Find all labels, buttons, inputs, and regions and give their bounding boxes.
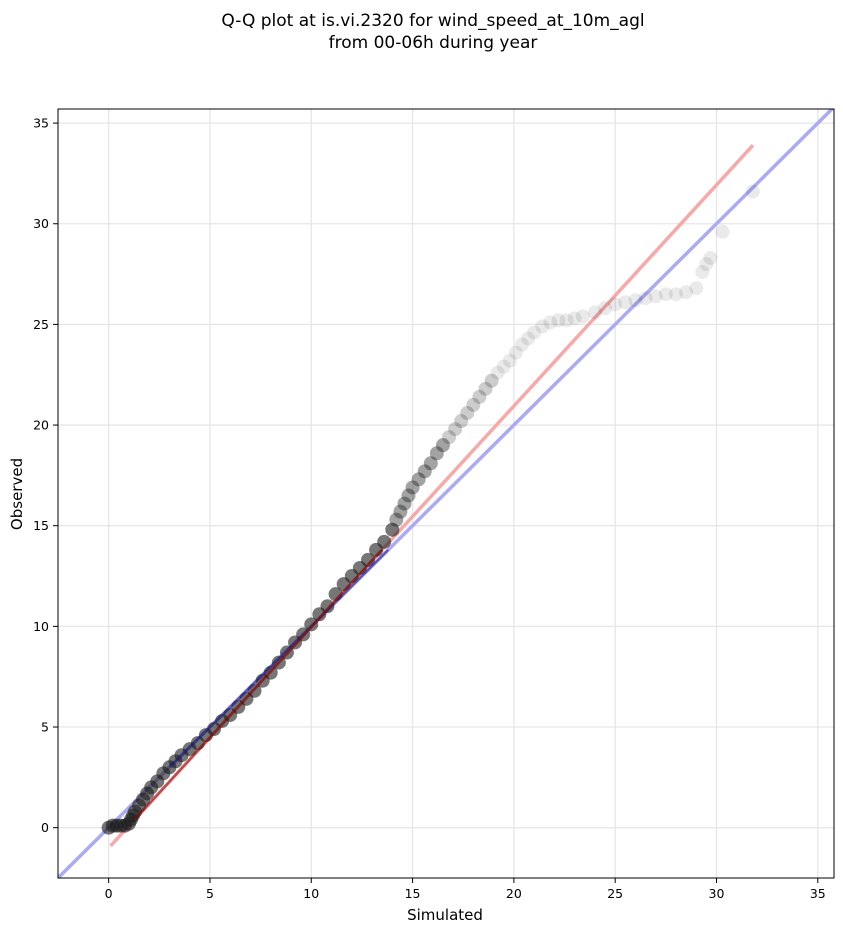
data-point bbox=[496, 359, 511, 374]
x-tick-label: 25 bbox=[607, 886, 623, 901]
data-point bbox=[401, 488, 416, 503]
data-point bbox=[514, 337, 529, 352]
x-tick-label: 35 bbox=[810, 886, 826, 901]
x-tick-label: 5 bbox=[206, 886, 214, 901]
data-point bbox=[397, 496, 412, 511]
data-point bbox=[598, 301, 613, 316]
data-point bbox=[393, 504, 408, 519]
data-point bbox=[478, 381, 493, 396]
data-point bbox=[535, 319, 550, 334]
data-point bbox=[745, 184, 760, 199]
data-point bbox=[543, 315, 558, 330]
data-point bbox=[699, 257, 714, 272]
data-point bbox=[429, 446, 444, 461]
chart-title-line-1: Q-Q plot at is.vi.2320 for wind_speed_at… bbox=[221, 11, 644, 31]
data-point bbox=[423, 456, 438, 471]
data-point bbox=[405, 480, 420, 495]
y-tick-label: 0 bbox=[41, 820, 49, 835]
data-point bbox=[575, 309, 590, 324]
data-point bbox=[502, 353, 517, 368]
x-tick-label: 10 bbox=[303, 886, 319, 901]
data-point bbox=[521, 331, 536, 346]
data-point bbox=[638, 291, 653, 306]
data-point bbox=[320, 599, 335, 614]
data-point bbox=[490, 365, 505, 380]
data-point bbox=[472, 389, 487, 404]
data-point bbox=[628, 293, 643, 308]
data-point bbox=[559, 313, 574, 328]
data-point bbox=[448, 422, 463, 437]
data-point bbox=[679, 285, 694, 300]
data-point bbox=[389, 512, 404, 527]
data-point bbox=[454, 414, 469, 429]
identity-line-overlap bbox=[168, 548, 390, 769]
data-point bbox=[385, 522, 400, 537]
y-tick-label: 30 bbox=[33, 216, 49, 231]
y-tick-label: 25 bbox=[33, 317, 49, 332]
x-tick-label: 15 bbox=[405, 886, 421, 901]
data-point bbox=[411, 472, 426, 487]
data-point bbox=[527, 325, 542, 340]
x-axis-ticks: 0 5 10 15 20 25 30 35 bbox=[105, 878, 826, 901]
data-point bbox=[360, 552, 375, 567]
y-tick-label: 10 bbox=[33, 619, 49, 634]
data-point bbox=[658, 287, 673, 302]
y-tick-label: 15 bbox=[33, 518, 49, 533]
data-point bbox=[618, 295, 633, 310]
data-point bbox=[442, 430, 457, 445]
data-point bbox=[508, 345, 523, 360]
y-axis-label: Observed bbox=[8, 458, 26, 530]
data-point bbox=[648, 289, 663, 304]
inner-reference-lines bbox=[134, 548, 390, 821]
y-axis-ticks: 0 5 10 15 20 25 30 35 bbox=[33, 116, 58, 835]
data-point bbox=[668, 287, 683, 302]
data-point bbox=[715, 224, 730, 239]
data-point bbox=[587, 305, 602, 320]
x-tick-label: 30 bbox=[709, 886, 725, 901]
y-tick-label: 20 bbox=[33, 418, 49, 433]
x-axis-label: Simulated bbox=[407, 906, 483, 924]
data-points bbox=[101, 184, 760, 835]
data-point bbox=[304, 617, 319, 632]
y-tick-label: 35 bbox=[33, 116, 49, 131]
data-point bbox=[703, 250, 718, 265]
data-point bbox=[608, 297, 623, 312]
data-point bbox=[695, 265, 710, 280]
fit-line-overlap bbox=[134, 548, 384, 821]
x-tick-label: 20 bbox=[506, 886, 522, 901]
data-point bbox=[484, 373, 499, 388]
data-point bbox=[377, 534, 392, 549]
plot-frame bbox=[57, 108, 835, 879]
data-point bbox=[417, 464, 432, 479]
data-point bbox=[689, 281, 704, 296]
data-point bbox=[551, 313, 566, 328]
x-tick-label: 0 bbox=[105, 886, 113, 901]
data-point bbox=[466, 397, 481, 412]
data-point bbox=[567, 311, 582, 326]
data-point bbox=[460, 405, 475, 420]
grid-lines bbox=[58, 109, 834, 878]
chart-title-line-2: from 00-06h during year bbox=[329, 33, 538, 53]
y-tick-label: 5 bbox=[41, 720, 49, 735]
data-point bbox=[435, 438, 450, 453]
